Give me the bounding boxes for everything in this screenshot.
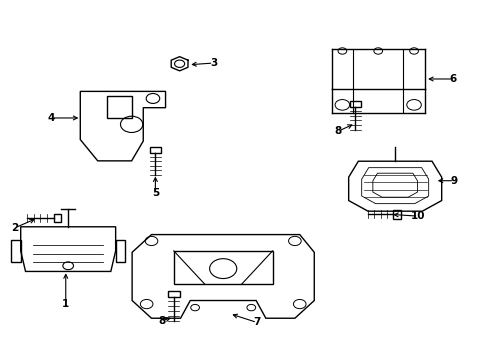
Text: 3: 3 <box>210 58 217 68</box>
Text: 9: 9 <box>451 176 458 186</box>
Text: 8: 8 <box>158 316 165 326</box>
Text: 5: 5 <box>152 189 159 198</box>
Bar <box>393 210 401 219</box>
Text: 1: 1 <box>62 299 70 309</box>
Bar <box>53 214 61 222</box>
Bar <box>350 101 361 107</box>
Text: 4: 4 <box>48 113 55 123</box>
Text: 8: 8 <box>335 126 342 136</box>
Bar <box>168 291 180 297</box>
Text: 2: 2 <box>11 223 19 233</box>
Text: 10: 10 <box>411 211 426 221</box>
Text: 6: 6 <box>450 74 457 84</box>
Text: 7: 7 <box>253 318 261 328</box>
Bar <box>149 147 161 153</box>
